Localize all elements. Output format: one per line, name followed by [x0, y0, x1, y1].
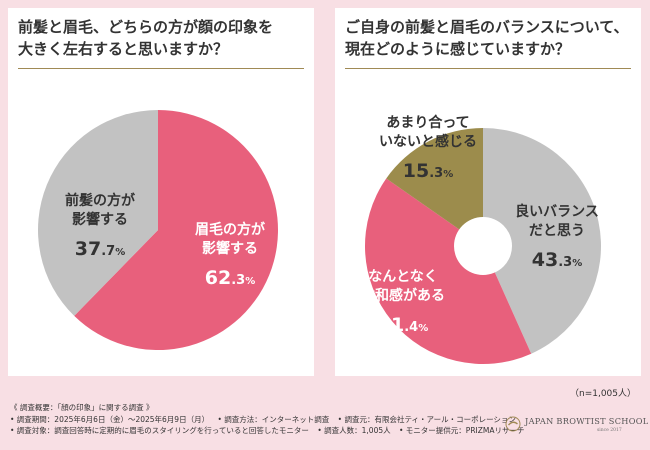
slice-label-line: いないと感じる [379, 133, 477, 150]
slice-label-line: なんとなく [368, 269, 438, 285]
left-title-divider [18, 68, 304, 69]
left-chart-title: 前髪と眉毛、どちらの方が顔の印象を 大きく左右すると思いますか？ [18, 18, 274, 58]
right-chart-panel: ご自身の前髪と眉毛のバランスについて、 現在どのように感じていますか？ 良いバラ… [335, 8, 641, 376]
sample-size: （n=1,005人） [569, 389, 636, 399]
pie-slice-3 [386, 128, 483, 246]
pie-slice-1 [74, 110, 278, 350]
right-chart-title: ご自身の前髪と眉毛のバランスについて、 現在どのように感じていますか？ [345, 18, 629, 58]
slice-label-line: 前髪の方が [65, 192, 136, 209]
left-chart-panel: 前髪と眉毛、どちらの方が顔の印象を 大きく左右すると思いますか？ 眉毛の方が影響… [8, 8, 314, 376]
slice-value-label: 62.3% [205, 267, 255, 289]
slice-label-line: 影響する [72, 211, 128, 228]
slice-label-line: 影響する [202, 240, 258, 257]
slice-value-label: 37.7% [75, 238, 125, 260]
slice-label-line: あまり合って [386, 114, 469, 131]
pie-slice-2 [37, 109, 158, 316]
brow-logo-icon [505, 416, 521, 432]
survey-period-line: • 調査期間：2025年6月6日（金）～2025年6月9日（月） • 調査方法：… [10, 414, 516, 424]
donut-hole [454, 217, 512, 275]
survey-notes: 《 調査概要：「顔の印象」に関する調査 》 • 調査期間：2025年6月6日（金… [10, 402, 530, 437]
brand-logo: JAPAN BROWTIST SCHOOL since 2017 [505, 414, 649, 438]
slice-label-line: 眉毛の方が [195, 221, 266, 238]
right-title-divider [345, 68, 631, 69]
survey-overview-line: 《 調査概要：「顔の印象」に関する調査 》 [10, 403, 154, 412]
survey-target-line: • 調査対象：調査回答時に定期的に眉毛のスタイリングを行っていると回答したモニタ… [10, 426, 525, 435]
slice-value-label: 43.3% [532, 249, 582, 271]
slice-label-line: 良いバランス [515, 203, 599, 220]
slice-label-line: 違和感がある [361, 287, 445, 304]
slice-value-label: 41.4% [378, 314, 428, 336]
brand-since: since 2017 [597, 428, 622, 433]
brand-name: JAPAN BROWTIST SCHOOL [525, 416, 649, 426]
slice-label-line: だと思う [529, 223, 585, 239]
pie-slice-2 [365, 178, 532, 365]
slice-value-label: 15.3% [403, 160, 453, 182]
pie-slice-1 [483, 128, 601, 354]
